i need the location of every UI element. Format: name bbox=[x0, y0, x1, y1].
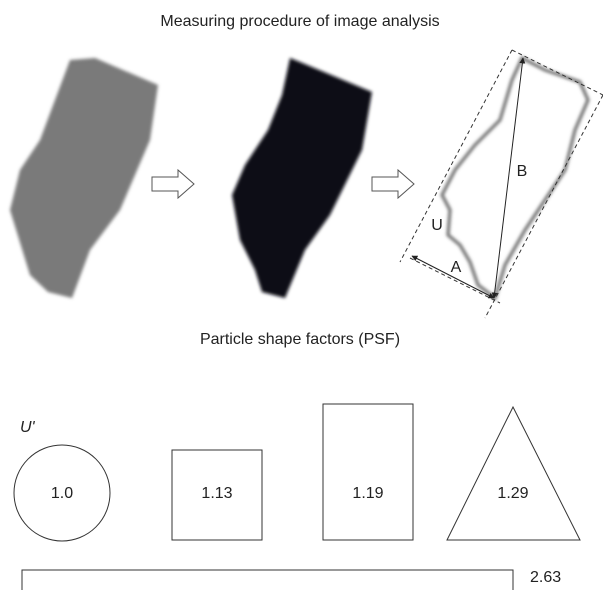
triangle bbox=[446, 405, 581, 541]
shape-value: 1.19 bbox=[352, 485, 383, 502]
rectangle bbox=[322, 403, 414, 541]
length-b bbox=[491, 57, 526, 299]
label-a: A bbox=[451, 259, 462, 276]
arrow bbox=[371, 168, 415, 200]
circle bbox=[13, 444, 111, 542]
axis-label: U' bbox=[20, 419, 36, 436]
shape-value: 1.0 bbox=[51, 485, 73, 502]
subtitle: Particle shape factors (PSF) bbox=[200, 331, 400, 348]
width-a bbox=[411, 255, 495, 299]
label-b: B bbox=[517, 163, 528, 180]
title: Measuring procedure of image analysis bbox=[160, 13, 439, 30]
particle-outline bbox=[440, 55, 590, 301]
bounding-line bbox=[511, 49, 603, 96]
particle-image bbox=[10, 58, 158, 298]
arrow bbox=[151, 168, 195, 200]
label-u: U bbox=[431, 217, 443, 234]
particle-binary bbox=[232, 58, 372, 298]
bounding-line bbox=[484, 94, 603, 319]
shape-value: 2.63 bbox=[530, 569, 561, 586]
bounding-line bbox=[399, 49, 513, 263]
long-rectangle bbox=[21, 569, 514, 590]
square bbox=[171, 449, 263, 541]
shape-value: 1.29 bbox=[497, 485, 528, 502]
shape-value: 1.13 bbox=[201, 485, 232, 502]
